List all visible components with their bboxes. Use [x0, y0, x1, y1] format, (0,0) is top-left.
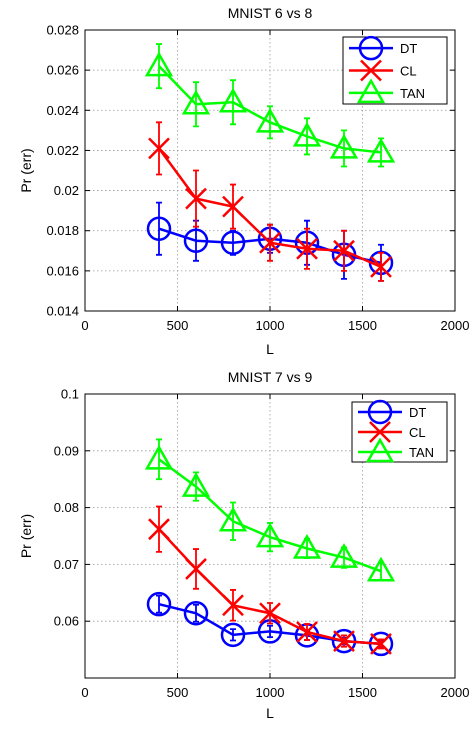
error-bar — [156, 201, 162, 256]
legend-label-cl: CL — [409, 425, 426, 440]
error-bar — [267, 624, 273, 639]
y-tick-label: 0.09 — [54, 443, 79, 458]
legend-label-cl: CL — [400, 64, 417, 79]
x-tick-label: 0 — [81, 685, 88, 700]
legend-label-dt: DT — [400, 41, 417, 56]
error-bar — [193, 603, 199, 623]
data-point — [218, 87, 248, 113]
y-tick-label: 0.018 — [46, 223, 79, 238]
legend-marker — [367, 399, 393, 425]
data-point — [183, 600, 209, 626]
data-point — [259, 602, 281, 625]
x-tick-label: 1500 — [348, 318, 377, 333]
error-bar — [156, 594, 162, 614]
legend-marker — [369, 421, 391, 443]
y-tick-label: 0.02 — [54, 183, 79, 198]
x-tick-label: 1000 — [256, 318, 285, 333]
data-point — [366, 556, 396, 582]
data-point — [366, 137, 396, 163]
y-tick-label: 0.024 — [46, 103, 79, 118]
y-tick-label: 0.014 — [46, 304, 79, 319]
series-tan — [144, 438, 396, 582]
x-tick-label: 1500 — [348, 685, 377, 700]
data-point — [220, 230, 246, 256]
x-axis-label: L — [266, 341, 274, 357]
series-cl — [148, 505, 392, 655]
data-point — [296, 621, 318, 643]
data-point — [218, 506, 248, 532]
chart-1: 0 500 1000 1500 2000 0.014 0.016 0.018 0.02 0.022… — [18, 5, 469, 357]
data-point — [183, 228, 209, 253]
legend-label-tan: TAN — [409, 445, 434, 460]
legend-marker — [365, 437, 395, 463]
data-point — [185, 558, 207, 580]
y-tick-label: 0.016 — [46, 263, 79, 278]
data-point — [292, 533, 322, 559]
y-tick-label: 0.07 — [54, 557, 79, 572]
legend: DT CL TAN — [342, 35, 448, 105]
data-point — [329, 543, 359, 568]
chart-2: 0 500 1000 1500 2000 0.06 0.07 0.08 0.09 0.1 MNIST… — [18, 369, 469, 721]
legend-marker — [358, 35, 384, 61]
data-point — [370, 633, 392, 655]
legend-marker — [360, 59, 382, 82]
x-tick-label: 1000 — [256, 685, 285, 700]
data-point — [148, 137, 170, 160]
data-point — [222, 594, 244, 617]
x-tick-label: 500 — [167, 318, 189, 333]
data-point — [148, 518, 170, 541]
data-point — [296, 237, 318, 260]
y-tick-label: 0.06 — [54, 614, 79, 629]
legend-label-tan: TAN — [400, 86, 425, 101]
data-point — [255, 522, 285, 548]
data-point — [292, 121, 322, 147]
data-point — [370, 255, 392, 278]
x-tick-label: 2000 — [441, 318, 470, 333]
data-point — [333, 239, 355, 262]
error-bar — [230, 79, 236, 126]
y-axis-label: Pr (err) — [18, 514, 34, 558]
error-bar — [230, 628, 236, 642]
error-bar — [156, 43, 162, 90]
y-tick-label: 0.028 — [46, 23, 79, 38]
data-point — [259, 231, 281, 254]
data-point — [222, 195, 244, 218]
data-point — [144, 444, 174, 470]
y-tick-label: 0.1 — [61, 387, 79, 402]
chart-title: MNIST 7 vs 9 — [228, 369, 313, 385]
data-point — [181, 472, 211, 497]
data-point — [181, 89, 211, 115]
data-point — [333, 630, 355, 652]
series-cl — [148, 121, 392, 282]
x-axis-label: L — [266, 705, 274, 721]
legend-marker — [356, 78, 386, 104]
error-bar — [193, 81, 199, 128]
y-tick-label: 0.022 — [46, 143, 79, 158]
x-tick-label: 0 — [81, 318, 88, 333]
x-tick-label: 2000 — [441, 685, 470, 700]
data-point — [146, 216, 172, 241]
x-tick-label: 500 — [167, 685, 189, 700]
y-tick-label: 0.026 — [46, 63, 79, 78]
legend-label-dt: DT — [409, 405, 426, 420]
data-point — [144, 51, 174, 77]
data-point — [255, 107, 285, 133]
data-point — [185, 187, 207, 210]
y-tick-label: 0.08 — [54, 500, 79, 515]
data-point — [220, 622, 246, 648]
chart-title: MNIST 6 vs 8 — [228, 5, 313, 21]
data-point — [146, 591, 172, 617]
data-point — [329, 133, 359, 159]
legend: DT CL TAN — [351, 399, 448, 463]
series-tan — [144, 43, 396, 168]
y-axis-label: Pr (err) — [18, 148, 34, 192]
